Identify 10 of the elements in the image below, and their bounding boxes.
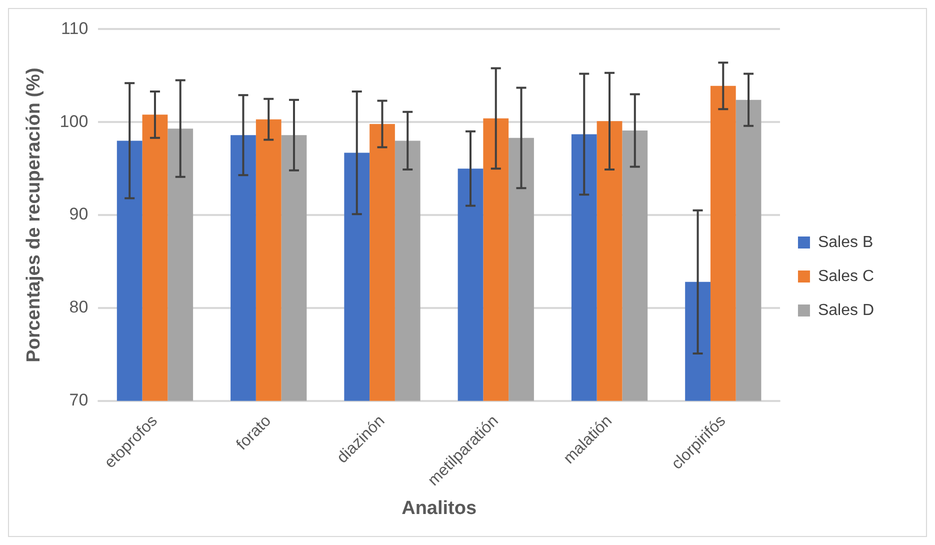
y-axis-title: Porcentajes de recuperación (%) (24, 68, 45, 362)
legend-label: Sales B (818, 234, 874, 251)
y-tick-label: 70 (69, 390, 88, 410)
legend-label: Sales C (818, 268, 874, 285)
legend-label: Sales D (818, 302, 874, 319)
y-tick-label: 80 (69, 298, 88, 317)
y-tick-label: 110 (61, 18, 88, 38)
x-axis-title: Analitos (402, 498, 477, 519)
y-tick-label: 90 (69, 204, 88, 224)
y-tick-label: 100 (60, 112, 88, 131)
